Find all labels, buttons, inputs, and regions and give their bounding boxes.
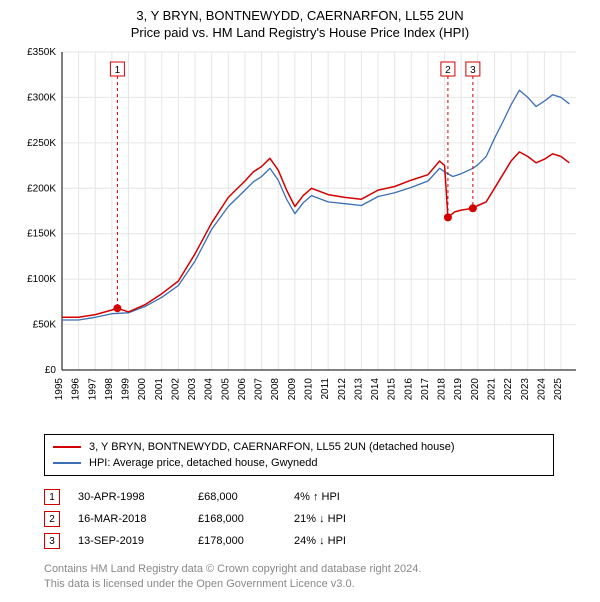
transaction-badge-icon: 1 (44, 489, 60, 505)
transaction-diff: 4% ↑ HPI (294, 491, 404, 503)
svg-text:£350K: £350K (27, 47, 56, 58)
footer-line: Contains HM Land Registry data © Crown c… (44, 562, 590, 577)
svg-text:2016: 2016 (403, 378, 414, 401)
legend-swatch-icon (53, 462, 81, 464)
svg-text:£300K: £300K (27, 92, 56, 103)
chart-svg: £0 £50K £100K £150K £200K £250K £300K £350K 1995… (10, 46, 590, 426)
legend-label: 3, Y BRYN, BONTNEWYDD, CAERNARFON, LL55 … (89, 441, 455, 453)
svg-text:3: 3 (470, 65, 476, 76)
transaction-price: £168,000 (198, 513, 294, 525)
svg-text:2007: 2007 (254, 378, 265, 401)
svg-text:2005: 2005 (220, 378, 231, 401)
svg-text:2014: 2014 (370, 378, 381, 401)
chart: £0 £50K £100K £150K £200K £250K £300K £350K 1995… (10, 46, 590, 426)
svg-text:2025: 2025 (553, 378, 564, 401)
transaction-diff: 21% ↓ HPI (294, 513, 404, 525)
table-row: 1 30-APR-1998 £68,000 4% ↑ HPI (44, 486, 590, 508)
title-subtitle: Price paid vs. HM Land Registry's House … (10, 25, 590, 40)
svg-text:2006: 2006 (237, 378, 248, 401)
svg-text:1998: 1998 (104, 378, 115, 401)
transaction-date: 16-MAR-2018 (78, 513, 198, 525)
table-row: 2 16-MAR-2018 £168,000 21% ↓ HPI (44, 508, 590, 530)
transaction-badge-icon: 2 (44, 511, 60, 527)
svg-text:£150K: £150K (27, 229, 56, 240)
svg-text:£50K: £50K (33, 320, 57, 331)
title-block: 3, Y BRYN, BONTNEWYDD, CAERNARFON, LL55 … (10, 8, 590, 40)
transaction-badge-icon: 3 (44, 533, 60, 549)
footer-line: This data is licensed under the Open Gov… (44, 577, 590, 592)
svg-text:2015: 2015 (387, 378, 398, 401)
transaction-table: 1 30-APR-1998 £68,000 4% ↑ HPI 2 16-MAR-… (44, 486, 590, 552)
svg-text:2019: 2019 (453, 378, 464, 401)
svg-text:2013: 2013 (353, 378, 364, 401)
table-row: 3 13-SEP-2019 £178,000 24% ↓ HPI (44, 530, 590, 552)
svg-text:2001: 2001 (154, 378, 165, 401)
svg-text:1995: 1995 (54, 378, 65, 401)
svg-text:2004: 2004 (204, 378, 215, 401)
transaction-date: 13-SEP-2019 (78, 535, 198, 547)
svg-text:2017: 2017 (420, 378, 431, 401)
legend-row: HPI: Average price, detached house, Gwyn… (53, 455, 545, 471)
svg-text:2009: 2009 (287, 378, 298, 401)
svg-text:2020: 2020 (470, 378, 481, 401)
footer-note: Contains HM Land Registry data © Crown c… (44, 562, 590, 592)
svg-text:2022: 2022 (503, 378, 514, 401)
svg-text:1999: 1999 (121, 378, 132, 401)
svg-text:1996: 1996 (71, 378, 82, 401)
svg-text:2: 2 (445, 65, 451, 76)
transaction-date: 30-APR-1998 (78, 491, 198, 503)
transaction-price: £68,000 (198, 491, 294, 503)
svg-text:£0: £0 (45, 365, 57, 376)
legend: 3, Y BRYN, BONTNEWYDD, CAERNARFON, LL55 … (44, 434, 554, 476)
legend-swatch-icon (53, 446, 81, 448)
svg-text:2000: 2000 (137, 378, 148, 401)
svg-text:2011: 2011 (320, 378, 331, 400)
title-address: 3, Y BRYN, BONTNEWYDD, CAERNARFON, LL55 … (10, 8, 590, 23)
svg-text:2008: 2008 (270, 378, 281, 401)
svg-text:2018: 2018 (437, 378, 448, 401)
svg-text:2002: 2002 (170, 378, 181, 401)
svg-text:£250K: £250K (27, 138, 56, 149)
legend-label: HPI: Average price, detached house, Gwyn… (89, 457, 318, 469)
legend-row: 3, Y BRYN, BONTNEWYDD, CAERNARFON, LL55 … (53, 439, 545, 455)
transaction-price: £178,000 (198, 535, 294, 547)
svg-text:£100K: £100K (27, 274, 56, 285)
svg-text:2024: 2024 (536, 378, 547, 401)
transaction-diff: 24% ↓ HPI (294, 535, 404, 547)
svg-text:1: 1 (115, 65, 121, 76)
svg-text:2012: 2012 (337, 378, 348, 401)
chart-container: 3, Y BRYN, BONTNEWYDD, CAERNARFON, LL55 … (0, 0, 600, 602)
svg-text:2010: 2010 (304, 378, 315, 401)
svg-text:2021: 2021 (486, 378, 497, 401)
svg-text:2003: 2003 (187, 378, 198, 401)
svg-text:1997: 1997 (87, 378, 98, 401)
svg-text:£200K: £200K (27, 183, 56, 194)
svg-text:2023: 2023 (520, 378, 531, 401)
